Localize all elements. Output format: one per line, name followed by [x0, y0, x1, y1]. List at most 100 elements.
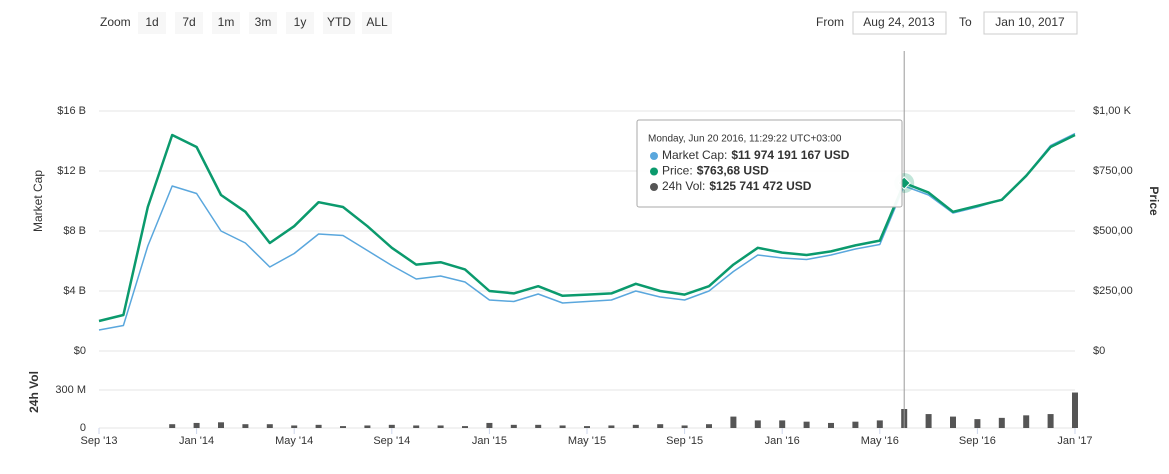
series-line	[98, 132, 1076, 331]
to-label: To	[959, 15, 972, 29]
volume-bar	[730, 416, 737, 428]
y-tick-label: $8 B	[63, 225, 86, 237]
volume-bar	[754, 420, 761, 428]
volume-bar	[1047, 414, 1054, 428]
volume-bar	[193, 422, 200, 428]
volume-bar	[681, 425, 688, 428]
range-button[interactable]	[138, 12, 166, 34]
tooltip-item-label: Price:	[662, 164, 693, 178]
range-button-label[interactable]: 1y	[294, 15, 307, 29]
volume-bar	[974, 419, 981, 428]
y2-tick-label: $1,00 K	[1093, 105, 1132, 117]
volume-bar	[315, 424, 322, 428]
x-tick-label: May '16	[861, 435, 899, 447]
range-button[interactable]	[212, 12, 240, 34]
volume-bar	[828, 422, 834, 428]
x-tick-label: Jan '14	[179, 435, 214, 447]
volume-bar	[340, 426, 346, 428]
range-button-label[interactable]: ALL	[366, 15, 388, 29]
range-button[interactable]	[175, 12, 203, 34]
x-tick-label: May '14	[275, 435, 313, 447]
volume-bar	[925, 414, 932, 428]
tooltip-item-value: $125 741 472 USD	[709, 179, 811, 193]
volume-bar	[998, 417, 1005, 428]
volume-bar	[779, 420, 786, 428]
volume-bar	[852, 421, 859, 428]
volume-bar	[486, 422, 493, 428]
tooltip-item-label: Market Cap:	[662, 148, 727, 162]
tooltip-item: Price: $763,68 USD	[662, 164, 769, 178]
y3-axis-title: 24h Vol	[27, 371, 41, 413]
volume-bar	[535, 424, 542, 428]
x-tick-label: Jan '15	[472, 435, 507, 447]
y-axis-title: Market Cap	[31, 170, 45, 232]
range-button-label[interactable]: YTD	[327, 15, 351, 29]
volume-bar	[1023, 415, 1030, 428]
volume-bar	[876, 420, 883, 428]
y-tick-label: $0	[74, 345, 86, 357]
range-button[interactable]	[249, 12, 277, 34]
range-button-label[interactable]: 1d	[145, 15, 158, 29]
tooltip-bullet	[650, 152, 658, 160]
tooltip-box	[636, 119, 903, 208]
range-button-label[interactable]: 1m	[218, 15, 235, 29]
x-tick-label: Sep '16	[959, 435, 996, 447]
volume-bar	[388, 424, 395, 428]
range-button[interactable]	[323, 12, 355, 34]
x-tick-label: Jan '16	[765, 435, 800, 447]
y-tick-label: $16 B	[57, 105, 86, 117]
from-input[interactable]	[852, 11, 947, 35]
tooltip: Monday, Jun 20 2016, 11:29:22 UTC+03:00 …	[636, 119, 903, 208]
tooltip-item-value: $11 974 191 167 USD	[731, 148, 849, 162]
volume-bar	[803, 421, 810, 428]
tooltip-bullet	[650, 167, 658, 176]
volume-bar	[462, 426, 468, 428]
y2-tick-label: $750,00	[1093, 165, 1133, 177]
volume-bar	[510, 424, 517, 428]
volume-bar	[950, 416, 956, 428]
volume-bar	[291, 425, 298, 428]
y-tick-label: $4 B	[63, 285, 86, 297]
volume-bar	[706, 424, 712, 428]
x-tick-label: Sep '15	[666, 435, 703, 447]
range-button-label[interactable]: 7d	[182, 15, 195, 29]
x-tick-label: May '15	[568, 435, 606, 447]
y2-tick-label: $250,00	[1093, 285, 1133, 297]
volume-bar	[559, 425, 566, 428]
to-value[interactable]: Jan 10, 2017	[995, 15, 1065, 29]
y2-axis-title: Price	[1147, 186, 1161, 216]
tooltip-date: Monday, Jun 20 2016, 11:29:22 UTC+03:00	[648, 134, 842, 145]
tooltip-item-value: $763,68 USD	[697, 164, 769, 178]
volume-bar	[413, 425, 420, 428]
volume-bar	[1072, 392, 1078, 428]
x-tick-label: Sep '14	[373, 435, 410, 447]
from-value[interactable]: Aug 24, 2013	[863, 15, 935, 29]
from-label: From	[816, 15, 844, 29]
to-input[interactable]	[983, 11, 1078, 35]
tooltip-bullet	[650, 183, 658, 191]
tooltip-item: Market Cap: $11 974 191 167 USD	[662, 148, 850, 162]
volume-bar	[169, 424, 176, 428]
y-tick-label: $12 B	[57, 165, 86, 177]
y2-tick-label: $0	[1093, 345, 1105, 357]
volume-bar	[242, 424, 249, 428]
volume-bar	[218, 422, 224, 428]
volume-bar	[657, 424, 664, 428]
volume-bar	[266, 424, 273, 428]
volume-bar	[608, 425, 615, 428]
zoom-label: Zoom	[100, 15, 131, 29]
volume-bar	[584, 426, 590, 428]
range-button[interactable]	[286, 12, 314, 34]
y3-tick-label: 300 M	[55, 384, 86, 396]
range-button[interactable]	[362, 12, 392, 34]
x-tick-label: Sep '13	[81, 435, 118, 447]
x-tick-label: Jan '17	[1057, 435, 1092, 447]
tooltip-item: 24h Vol: $125 741 472 USD	[662, 179, 812, 193]
series-line	[98, 133, 1076, 323]
plot-area	[98, 51, 1078, 429]
y3-tick-label: 0	[80, 422, 86, 434]
tooltip-item-label: 24h Vol:	[662, 179, 705, 193]
range-button-label[interactable]: 3m	[255, 15, 272, 29]
